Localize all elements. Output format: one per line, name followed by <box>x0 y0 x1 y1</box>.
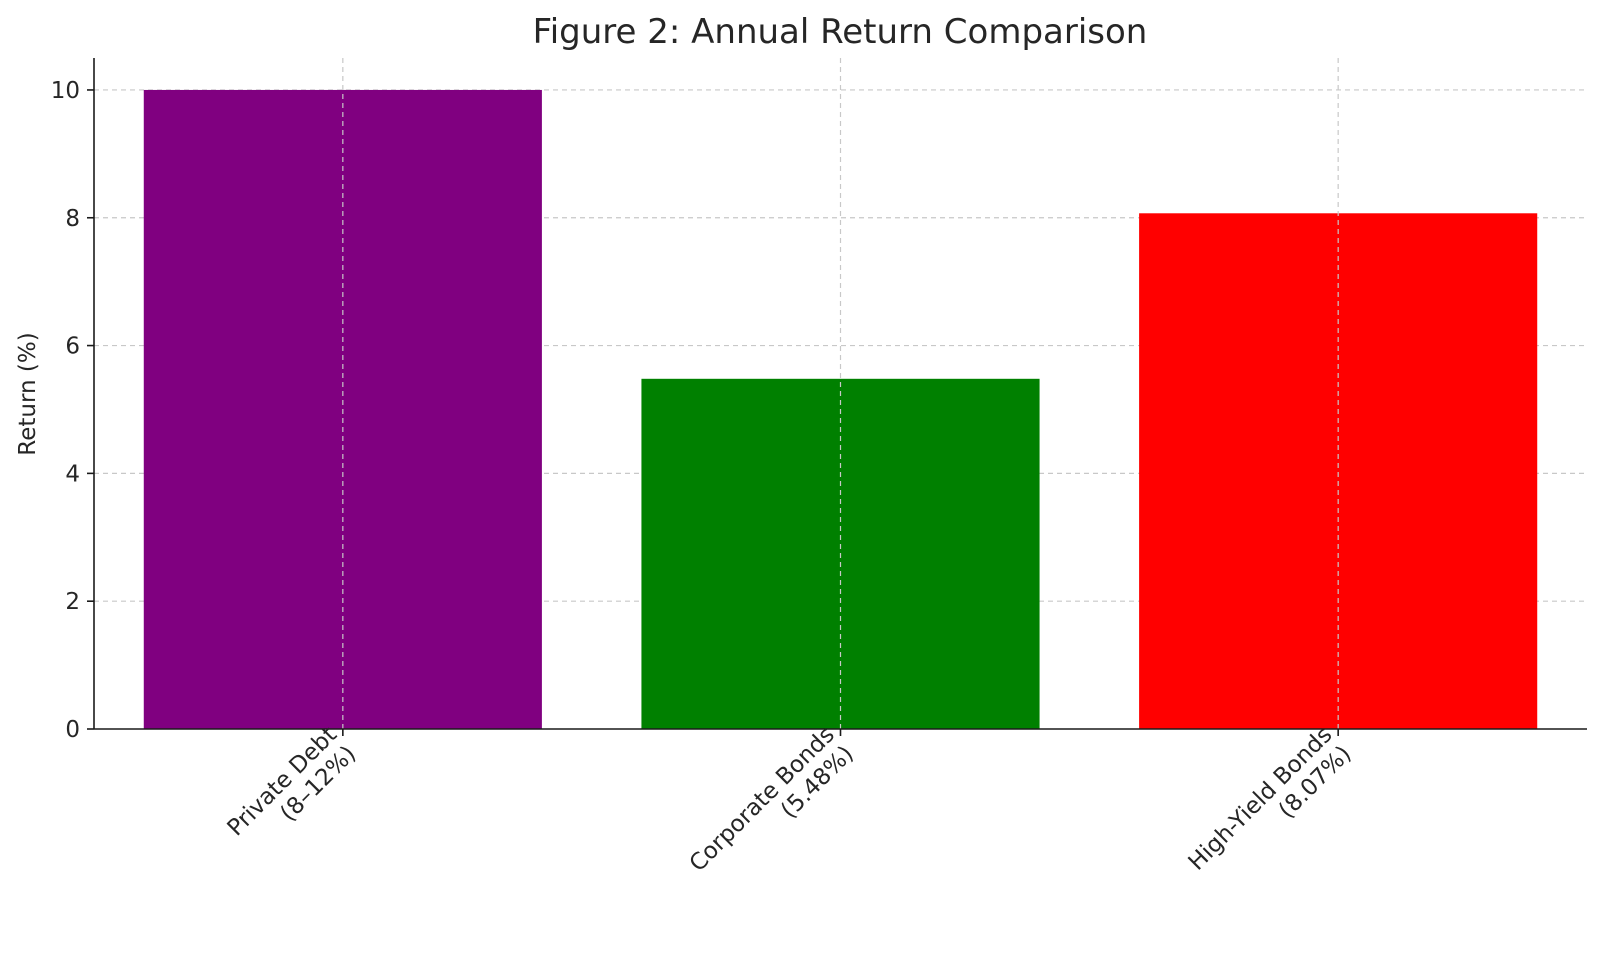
x-tick-label: High-Yield Bonds(8.07%) <box>1184 722 1357 876</box>
x-tick-label: Corporate Bonds(5.48%) <box>685 722 859 877</box>
y-axis-label: Return (%) <box>15 332 41 455</box>
y-axis-ticks: 0 2 4 6 8 10 <box>51 78 94 743</box>
x-tick-label: Private Debt(8–12%) <box>223 722 362 841</box>
x-axis-ticks: Private Debt(8–12%) Corporate Bonds(5.48%… <box>223 722 1357 877</box>
y-tick-label: 2 <box>65 589 80 615</box>
chart-title: Figure 2: Annual Return Comparison <box>533 12 1148 52</box>
y-tick-label: 10 <box>51 78 80 104</box>
bars <box>143 58 1538 729</box>
y-tick-label: 0 <box>65 717 80 743</box>
y-tick-label: 8 <box>65 206 80 232</box>
y-tick-label: 4 <box>65 461 80 487</box>
bar <box>1139 213 1538 729</box>
y-tick-label: 6 <box>65 334 80 360</box>
